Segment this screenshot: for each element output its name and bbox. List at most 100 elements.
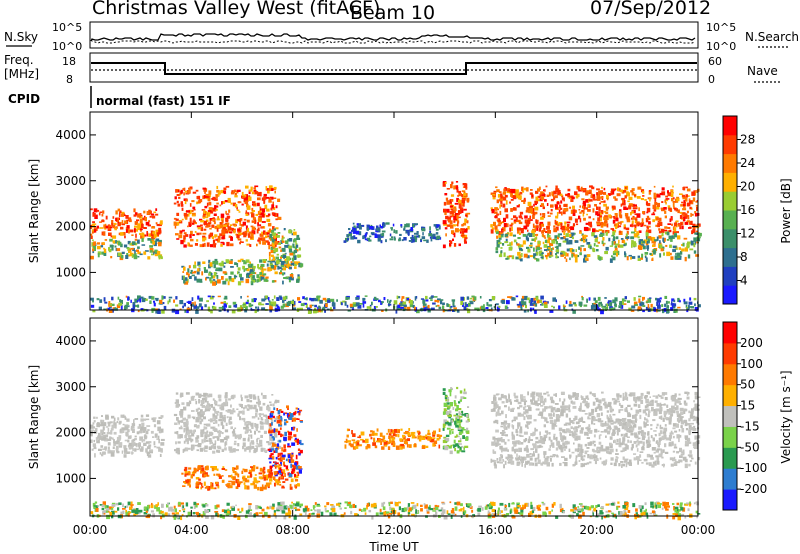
echo-cell	[626, 216, 630, 221]
echo-cell	[422, 435, 426, 439]
echo-cell	[336, 299, 338, 302]
echo-cell	[254, 423, 257, 427]
echo-cell	[357, 442, 360, 446]
echo-cell	[391, 236, 394, 239]
echo-cell	[115, 240, 117, 243]
echo-cell	[256, 274, 260, 278]
echo-cell	[302, 296, 305, 300]
echo-cell	[688, 198, 691, 202]
echo-cell	[449, 220, 453, 225]
echo-cell	[673, 222, 677, 227]
echo-cell	[585, 238, 588, 242]
echo-cell	[109, 450, 112, 454]
echo-cell	[418, 431, 421, 435]
echo-cell	[156, 251, 161, 255]
ytick-label: 2000	[55, 220, 86, 234]
echo-cell	[546, 421, 549, 424]
echo-cell	[453, 185, 456, 190]
echo-cell	[605, 246, 609, 251]
echo-cell	[381, 446, 385, 450]
echo-cell	[139, 253, 143, 256]
echo-cell	[223, 187, 227, 191]
echo-cell	[101, 251, 104, 255]
echo-cell	[103, 247, 105, 250]
echo-cell	[507, 439, 510, 442]
echo-cell	[486, 302, 489, 306]
echo-cell	[653, 209, 657, 212]
echo-cell	[209, 277, 212, 281]
echo-cell	[93, 420, 96, 423]
echo-cell	[410, 432, 415, 436]
echo-cell	[213, 272, 217, 277]
echo-cell	[123, 445, 127, 449]
echo-cell	[695, 230, 698, 233]
echo-cell	[453, 414, 457, 417]
echo-cell	[90, 304, 95, 308]
echo-cell	[107, 438, 111, 441]
echo-cell	[292, 417, 296, 420]
echo-cell	[277, 419, 282, 422]
echo-cell	[209, 295, 214, 300]
echo-cell	[261, 214, 265, 217]
echo-cell	[355, 302, 360, 307]
echo-cell	[271, 429, 275, 433]
echo-cell	[456, 309, 460, 313]
echo-cell	[636, 231, 640, 236]
echo-cell	[454, 402, 457, 407]
echo-cell	[452, 209, 456, 214]
echo-cell	[683, 206, 686, 208]
echo-cell	[550, 204, 554, 208]
echo-cell	[291, 468, 296, 472]
echo-cell	[440, 299, 444, 301]
echo-cell	[143, 227, 147, 229]
echo-cell	[105, 446, 107, 451]
echo-cell	[250, 280, 253, 284]
echo-cell	[124, 426, 129, 430]
echo-cell	[280, 469, 283, 471]
echo-cell	[208, 419, 211, 422]
echo-cell	[208, 264, 211, 269]
echo-cell	[236, 206, 238, 210]
echo-cell	[516, 205, 520, 208]
echo-cell	[373, 296, 377, 300]
echo-cell	[380, 233, 382, 238]
echo-cell	[279, 484, 282, 486]
echo-cell	[547, 252, 551, 257]
echo-cell	[619, 189, 623, 193]
echo-cell	[107, 228, 112, 231]
echo-cell	[90, 433, 93, 437]
echo-cell	[192, 416, 196, 420]
echo-cell	[619, 302, 623, 305]
echo-cell	[650, 253, 654, 256]
echo-cell	[387, 428, 390, 433]
echo-cell	[539, 299, 542, 303]
echo-cell	[543, 228, 546, 231]
echo-cell	[624, 213, 629, 217]
echo-cell	[645, 242, 649, 246]
echo-cell	[196, 308, 198, 310]
echo-cell	[183, 235, 186, 240]
echo-cell	[272, 256, 275, 261]
echo-cell	[458, 203, 461, 208]
echo-cell	[273, 207, 276, 210]
echo-cell	[493, 439, 496, 445]
echo-cell	[144, 298, 148, 301]
echo-cell	[281, 247, 286, 252]
echo-cell	[276, 253, 279, 256]
echo-cell	[193, 304, 197, 309]
echo-cell	[185, 199, 188, 202]
echo-cell	[624, 253, 627, 258]
echo-cell	[286, 405, 289, 409]
echo-cell	[186, 210, 190, 213]
echo-cell	[666, 305, 669, 309]
echo-cell	[603, 200, 606, 203]
echo-cell	[248, 189, 253, 192]
echo-cell	[404, 438, 408, 443]
echo-cell	[429, 226, 431, 231]
echo-cell	[503, 395, 507, 399]
echo-cell	[206, 219, 209, 223]
echo-cell	[294, 263, 297, 267]
echo-cell	[245, 185, 249, 189]
nsky-trace	[90, 33, 696, 42]
echo-cell	[127, 296, 130, 301]
